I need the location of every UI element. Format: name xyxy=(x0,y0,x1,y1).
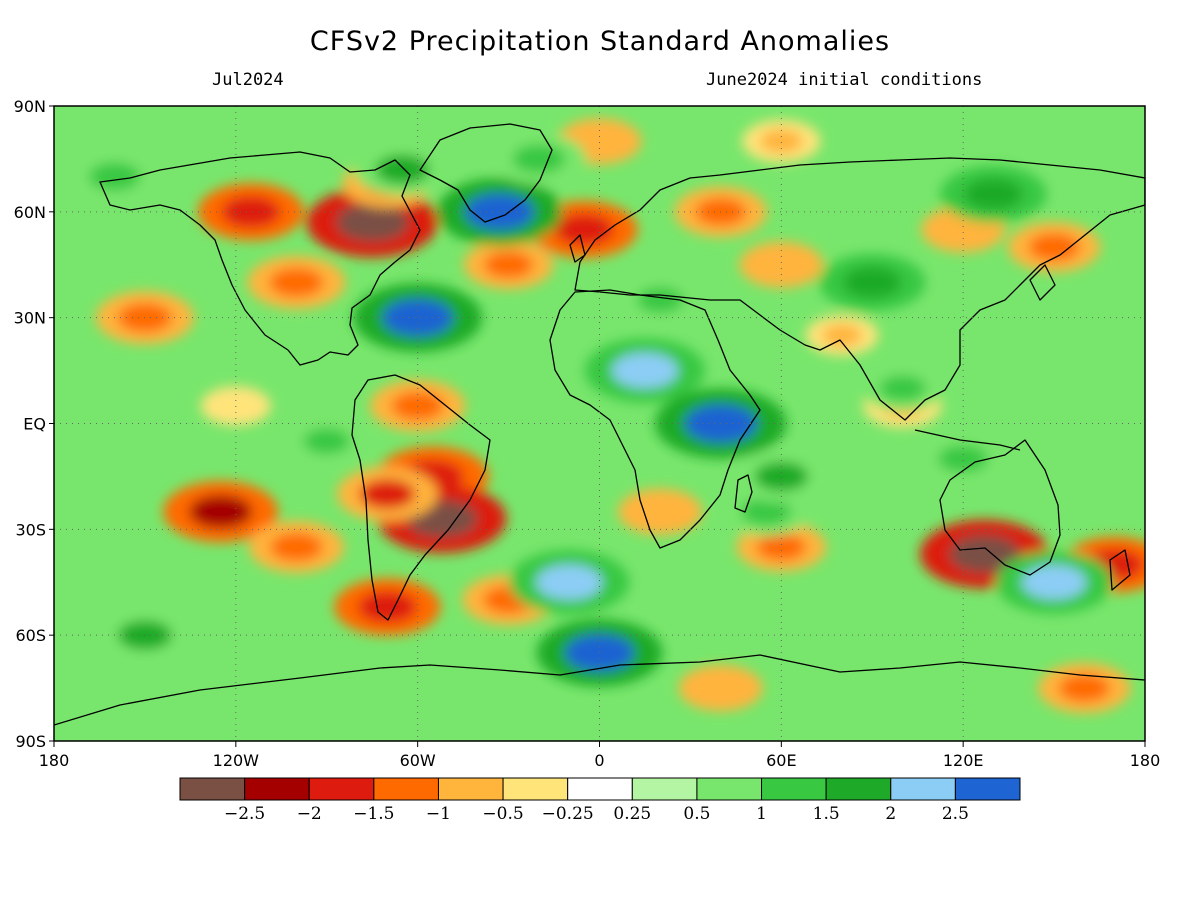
anomaly-blob-core xyxy=(336,203,409,242)
anomaly-blob-core xyxy=(221,196,281,228)
colorbar-label: 0.5 xyxy=(683,804,710,824)
coastline-madagascar xyxy=(734,474,753,513)
forecast-month-label: Jul2024 xyxy=(212,70,284,90)
y-tick-label: 60S xyxy=(15,626,46,645)
colorbar-swatch xyxy=(631,777,698,801)
anomaly-blob-core xyxy=(1021,564,1087,600)
anomaly-blob-core xyxy=(938,445,988,473)
anomaly-blob-core xyxy=(358,591,417,623)
y-axis-ticks: 90N 60N 30N EQ 30S 60S 90S xyxy=(14,97,54,751)
x-tick-label: 0 xyxy=(594,751,604,770)
anomaly-blob-core xyxy=(270,532,323,562)
coastline-antarctica xyxy=(54,654,1145,726)
anomaly-blob-core xyxy=(759,129,803,154)
anomaly-blob-core xyxy=(1058,674,1110,702)
coastline-indonesia xyxy=(914,429,1021,451)
anomaly-blob-core xyxy=(758,252,805,278)
coastline-uk xyxy=(569,234,586,263)
coastline-north-america xyxy=(99,151,421,366)
colorbar-label: 1.5 xyxy=(813,804,840,824)
colorbar-swatch xyxy=(567,777,633,801)
initial-conditions-label: June2024 initial conditions xyxy=(706,70,983,90)
colorbar-label: 2 xyxy=(885,804,896,824)
coastlines xyxy=(54,123,1145,726)
anomaly-blob-core xyxy=(555,213,614,246)
anomaly-blob-core xyxy=(756,533,806,561)
coastline-south-america xyxy=(351,374,491,621)
anomaly-blob-core xyxy=(1028,233,1080,261)
colorbar-swatch xyxy=(502,777,569,801)
x-tick-label: 120W xyxy=(213,751,260,770)
colorbar-swatch xyxy=(890,777,956,801)
y-tick-label: EQ xyxy=(23,415,46,434)
anomaly-blob-core xyxy=(879,375,926,401)
anomaly-blob-core xyxy=(269,267,324,297)
anomaly-blob-core xyxy=(512,144,566,174)
colorbar-label: −1 xyxy=(426,804,451,824)
chart-title: CFSv2 Precipitation Standard Anomalies xyxy=(309,26,891,57)
coastline-greenland xyxy=(419,123,553,223)
anomaly-blob-core xyxy=(483,251,534,279)
colorbar-label: −2.5 xyxy=(224,804,265,824)
anomaly-blob-core xyxy=(391,391,444,421)
anomaly-blob-core xyxy=(754,461,809,491)
anomaly-blob-core xyxy=(964,178,1023,210)
colorbar-swatch xyxy=(179,777,246,801)
colorbar-label: 2.5 xyxy=(942,804,969,824)
y-tick-label: 30N xyxy=(14,309,46,328)
anomaly-blob-core xyxy=(359,479,416,510)
anomaly-blob-core xyxy=(89,162,141,191)
anomaly-blob-core xyxy=(536,564,603,600)
anomaly-blob-core xyxy=(741,498,791,526)
anomaly-blob-core xyxy=(382,298,454,337)
coastline-australia xyxy=(939,439,1061,576)
anomaly-blob-core xyxy=(637,499,684,525)
anomaly-blob-core xyxy=(697,675,744,701)
colorbar-label: 1 xyxy=(756,804,767,824)
anomaly-blob-core xyxy=(948,535,1020,573)
colorbar-label: −0.25 xyxy=(542,804,594,824)
colorbar-label: −1.5 xyxy=(353,804,394,824)
x-tick-label: 60E xyxy=(766,751,796,770)
anomaly-blob-core xyxy=(375,154,430,185)
colorbar-label: −0.5 xyxy=(482,804,523,824)
anomaly-blob-core xyxy=(940,216,987,243)
y-tick-label: 60N xyxy=(14,203,46,222)
y-tick-label: 90N xyxy=(14,97,46,116)
colorbar-swatch xyxy=(696,777,763,801)
anomaly-blob-core xyxy=(842,266,902,299)
anomaly-blob-core xyxy=(189,494,253,529)
anomaly-blob-core xyxy=(576,128,623,154)
anomaly-field xyxy=(68,118,1145,714)
anomaly-blob-core xyxy=(464,193,535,231)
coastline-africa xyxy=(549,289,761,549)
colorbar-swatch xyxy=(437,777,504,801)
y-tick-label: 30S xyxy=(15,520,46,539)
anomaly-blob-core xyxy=(303,428,350,454)
y-tick-label: 90S xyxy=(15,732,46,751)
coastline-new-zealand xyxy=(1109,549,1131,591)
anomaly-blob-core xyxy=(637,287,684,313)
anomaly-blob-core xyxy=(611,352,679,389)
anomaly-blob-core xyxy=(216,395,256,417)
x-tick-label: 180 xyxy=(39,751,70,770)
colorbar-label: 0.25 xyxy=(613,804,651,824)
map-field xyxy=(54,106,1145,741)
x-axis-ticks: 180 120W 60W 0 60E 120E 180 xyxy=(39,741,1161,770)
x-tick-label: 120E xyxy=(943,751,984,770)
colorbar: −2.5 −2 −1.5 −1 −0.5 −0.25 0.25 0.5 1 1.5 2 2.5 xyxy=(179,777,1021,824)
colorbar-swatch xyxy=(308,777,375,801)
anomaly-blob-core xyxy=(821,324,862,347)
colorbar-swatch xyxy=(761,777,827,801)
colorbar-swatch xyxy=(373,777,439,801)
coastline-eurasia xyxy=(574,157,1145,421)
colorbar-swatch xyxy=(825,777,892,801)
x-tick-label: 180 xyxy=(1130,751,1161,770)
x-tick-label: 60W xyxy=(400,751,436,770)
colorbar-swatch xyxy=(244,777,310,801)
colorbar-label: −2 xyxy=(297,804,322,824)
coastline-japan xyxy=(1029,264,1056,301)
colorbar-swatch xyxy=(954,777,1021,801)
